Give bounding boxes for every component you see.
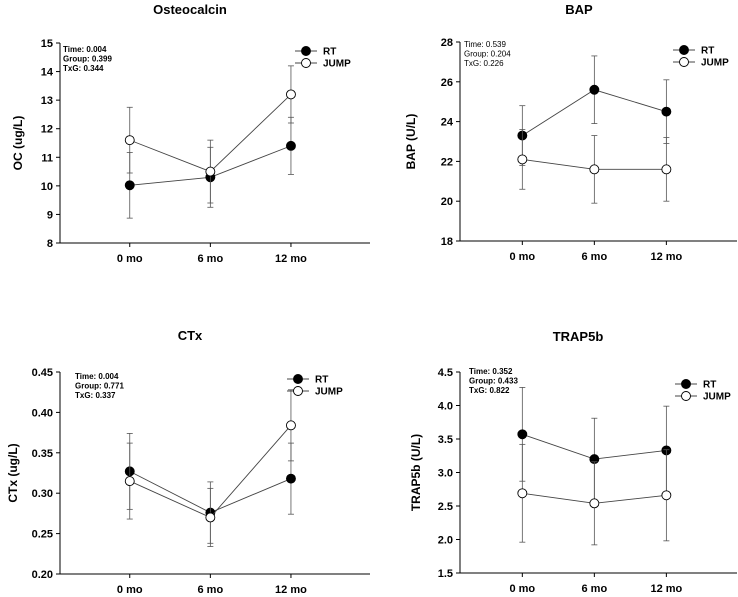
data-point-rt: [286, 140, 296, 151]
data-point-rt: [124, 180, 135, 191]
data-point-jump: [517, 154, 528, 165]
y-tick-label: 26: [441, 77, 453, 89]
data-point-jump: [589, 164, 600, 175]
x-tick-label: 12 mo: [275, 253, 307, 265]
legend-marker-jump: [301, 58, 311, 68]
legend-label: RT: [315, 375, 328, 386]
legend-label: JUMP: [315, 387, 343, 398]
data-point-jump: [589, 498, 600, 509]
y-tick-label: 11: [41, 152, 53, 164]
x-tick-label: 6 mo: [582, 583, 608, 595]
legend-label: JUMP: [701, 58, 729, 69]
stats-annotation: TxG: 0.337: [75, 391, 116, 400]
stats-annotation: Group: 0.433: [469, 377, 518, 386]
data-point-jump: [661, 164, 672, 175]
stats-annotation: Time: 0.004: [75, 372, 119, 381]
y-tick-label: 10: [41, 181, 53, 193]
chart-panel-2: BAP BAP (U/L) 18 20 22 24 26 28 0 mo 6 mo 12 mo Tim…: [404, 2, 737, 263]
stats-annotation: Time: 0.539: [464, 40, 506, 49]
y-axis-label: TRAP5b (U/L): [409, 434, 423, 511]
y-axis-label: BAP (U/L): [404, 114, 418, 170]
stats-annotation: TxG: 0.344: [63, 64, 104, 73]
y-tick-label: 0.25: [32, 529, 53, 541]
y-tick-label: 20: [441, 196, 453, 208]
y-tick-label: 3.0: [438, 468, 453, 480]
y-tick-label: 12: [41, 124, 53, 136]
y-tick-label: 13: [41, 95, 53, 107]
legend-label: RT: [701, 46, 714, 57]
legend-label: RT: [323, 47, 336, 58]
y-tick-label: 0.20: [32, 569, 53, 581]
data-point-jump: [124, 476, 135, 487]
stats-annotation: Group: 0.399: [63, 55, 112, 64]
x-tick-label: 12 mo: [275, 584, 307, 596]
chart-title: Osteocalcin: [153, 2, 227, 17]
data-point-rt: [589, 84, 600, 95]
y-tick-label: 0.35: [32, 448, 53, 460]
chart-title: BAP: [565, 2, 593, 17]
legend-label: RT: [703, 380, 716, 391]
y-tick-label: 0.30: [32, 488, 53, 500]
legend-marker-jump: [679, 57, 689, 67]
x-tick-label: 12 mo: [650, 583, 682, 595]
y-tick-label: 1.5: [438, 568, 453, 580]
y-tick-label: 2.5: [438, 501, 453, 513]
data-point-rt: [517, 429, 528, 440]
y-tick-label: 15: [41, 38, 53, 50]
stats-annotation: Time: 0.004: [63, 45, 107, 54]
y-tick-label: 14: [41, 67, 54, 79]
legend-marker-rt: [293, 374, 303, 384]
stats-annotation: Time: 0.352: [469, 367, 513, 376]
data-point-rt: [286, 473, 296, 484]
x-tick-label: 12 mo: [650, 251, 682, 263]
x-tick-label: 6 mo: [198, 253, 224, 265]
y-tick-label: 2.0: [438, 535, 453, 547]
x-tick-label: 0 mo: [117, 584, 143, 596]
y-tick-label: 18: [441, 236, 453, 248]
legend-marker-jump: [681, 391, 691, 401]
y-tick-label: 3.5: [438, 434, 453, 446]
data-point-rt: [661, 106, 672, 117]
chart-panel-3: CTx CTx (ug/L) 0.20 0.25 0.30 0.35 0.40 0.45 0 m…: [6, 328, 370, 596]
y-axis-label: OC (ug/L): [11, 116, 25, 171]
chart-panel-1: Osteocalcin OC (ug/L) 8 9 10 11 12 13 14 15 0 mo 6 …: [11, 2, 370, 265]
legend-label: JUMP: [703, 392, 731, 403]
y-tick-label: 9: [47, 209, 53, 221]
chart-title: TRAP5b: [553, 329, 604, 344]
x-tick-label: 0 mo: [509, 251, 535, 263]
x-tick-label: 6 mo: [582, 251, 608, 263]
y-tick-label: 22: [441, 156, 453, 168]
stats-annotation: TxG: 0.226: [464, 59, 504, 68]
y-tick-label: 8: [47, 238, 53, 250]
x-tick-label: 0 mo: [509, 583, 535, 595]
chart-title: CTx: [178, 328, 203, 343]
legend-marker-rt: [679, 45, 689, 55]
data-point-jump: [661, 490, 672, 501]
y-tick-label: 28: [441, 37, 453, 49]
stats-annotation: TxG: 0.822: [469, 386, 510, 395]
legend-marker-rt: [681, 379, 691, 389]
y-axis-label: CTx (ug/L): [6, 443, 20, 502]
legend-label: JUMP: [323, 59, 351, 70]
y-tick-label: 0.40: [32, 407, 53, 419]
legend-marker-jump: [293, 386, 303, 396]
y-tick-label: 0.45: [32, 367, 53, 379]
data-point-jump: [517, 488, 528, 499]
stats-annotation: Group: 0.204: [464, 50, 511, 59]
x-tick-label: 6 mo: [198, 584, 224, 596]
data-point-jump: [286, 420, 296, 431]
stats-annotation: Group: 0.771: [75, 382, 124, 391]
legend-marker-rt: [301, 46, 311, 56]
data-point-jump: [205, 512, 216, 523]
y-tick-label: 4.0: [438, 401, 453, 413]
chart-panel-4: TRAP5b TRAP5b (U/L) 1.5 2.0 2.5 3.0 3.5 4.0 4.5 0…: [409, 329, 737, 595]
y-tick-label: 24: [441, 117, 454, 129]
data-point-jump: [124, 135, 135, 146]
data-point-jump: [205, 166, 216, 177]
data-point-jump: [286, 89, 296, 100]
y-tick-label: 4.5: [438, 367, 453, 379]
x-tick-label: 0 mo: [117, 253, 143, 265]
